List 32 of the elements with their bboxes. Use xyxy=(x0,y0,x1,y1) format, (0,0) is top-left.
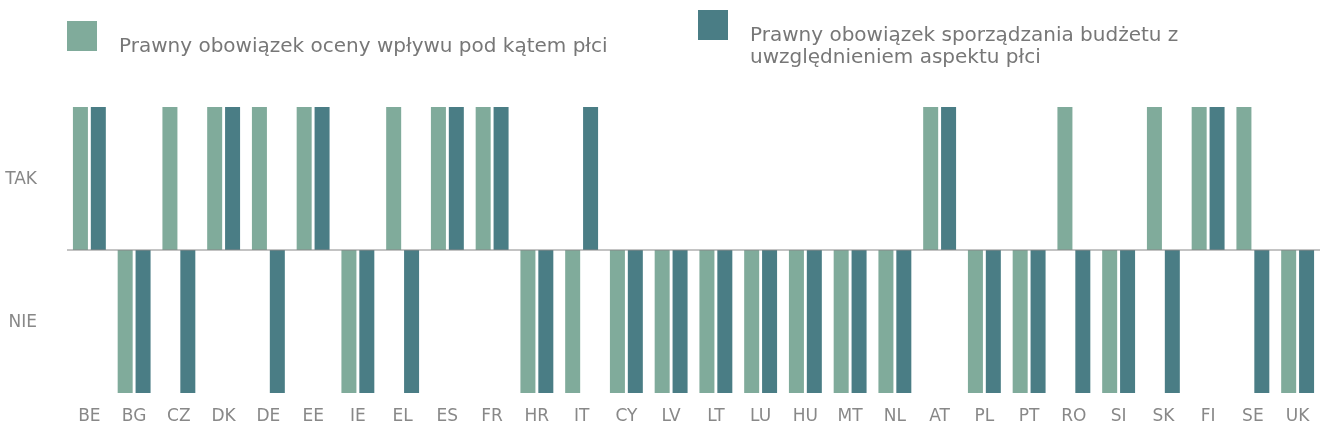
x-tick-label: FR xyxy=(481,404,504,425)
x-tick-label: FI xyxy=(1200,404,1216,425)
x-tick-label: NL xyxy=(883,404,907,425)
x-tick-label: IT xyxy=(573,404,590,425)
x-tick-label: IE xyxy=(349,404,366,425)
x-tick-label: SK xyxy=(1152,404,1176,425)
x-tick-label: DE xyxy=(256,404,281,425)
x-tick-label: MT xyxy=(837,404,864,425)
x-tick-label: SI xyxy=(1110,404,1127,425)
x-tick-label: RO xyxy=(1061,404,1087,425)
x-tick-label: LU xyxy=(750,404,772,425)
x-tick-label: HU xyxy=(792,404,818,425)
x-tick-label: LT xyxy=(707,404,726,425)
x-tick-label: HR xyxy=(524,404,550,425)
x-tick-label: PL xyxy=(974,404,995,425)
legend-label: Prawny obowiązek oceny wpływu pod kątem płci xyxy=(119,33,608,57)
text: NIE xyxy=(8,310,37,331)
x-tick-label: EL xyxy=(392,404,414,425)
x-tick-label: AT xyxy=(929,404,951,425)
x-tick-label: DK xyxy=(211,404,237,425)
x-tick-label: EE xyxy=(302,404,324,425)
x-tick-label: CZ xyxy=(167,404,191,425)
x-tick-label: ES xyxy=(436,404,459,425)
text: TAK xyxy=(4,167,38,188)
x-tick-label: SE xyxy=(1242,404,1264,425)
x-tick-label: UK xyxy=(1285,404,1311,425)
x-tick-label: CY xyxy=(615,404,638,425)
x-tick-label: PT xyxy=(1018,404,1041,425)
legend-label: Prawny obowiązek sporządzania budżetu z uwzględnieniem aspektu płci xyxy=(750,22,1179,68)
x-tick-label: BE xyxy=(78,404,101,425)
x-tick-label: LV xyxy=(661,404,682,425)
x-tick-label: BG xyxy=(121,404,147,425)
